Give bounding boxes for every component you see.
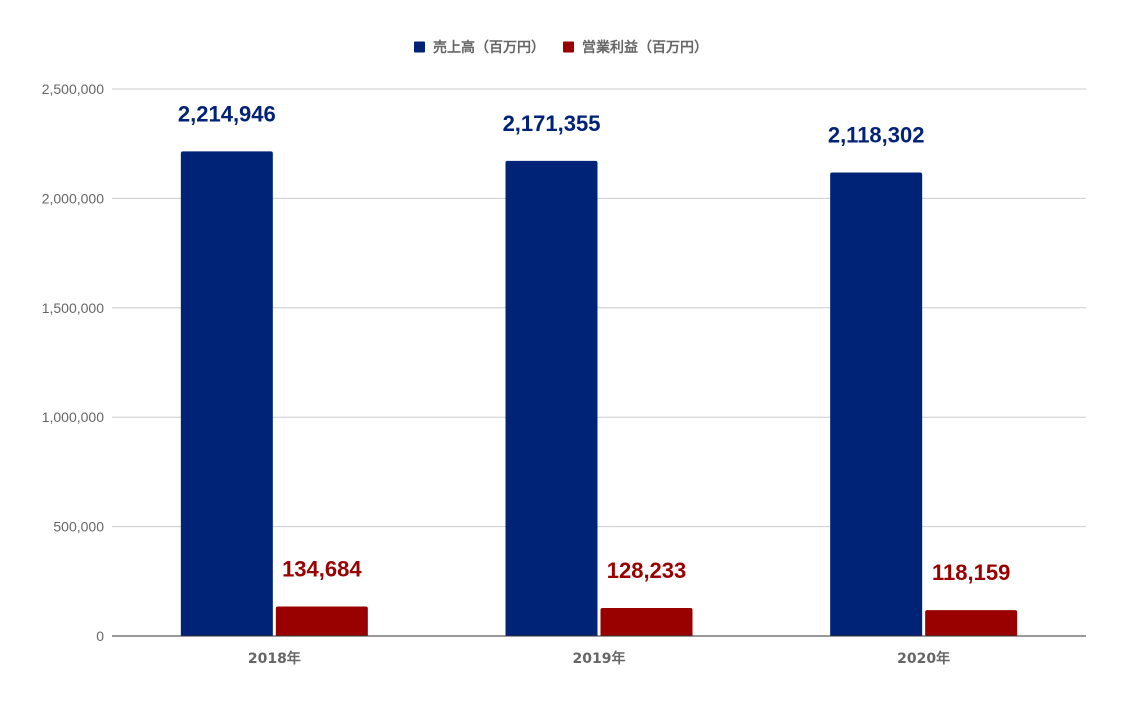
y-tick-label: 2,500,000 [42, 81, 104, 97]
y-tick-label: 1,500,000 [42, 300, 104, 316]
legend-swatch [563, 41, 574, 53]
bars [180, 151, 1018, 637]
legend: 売上高（百万円） 営業利益（百万円） [414, 39, 708, 56]
y-axis-ticks: 0 500,000 1,000,000 1,500,000 2,000,000 2,500… [42, 81, 105, 644]
y-tick-label: 2,000,000 [42, 190, 104, 206]
y-tick-label: 0 [96, 628, 104, 644]
x-axis-ticks: 2018年 2019年 2020年 [248, 650, 950, 667]
x-tick-label: 2020年 [897, 650, 950, 667]
bar-sales-2 [830, 172, 923, 637]
data-label: 2,214,946 [178, 101, 276, 126]
gridlines [112, 88, 1086, 528]
bar-operating-profit-0 [275, 606, 368, 636]
y-tick-label: 500,000 [53, 519, 104, 535]
bar-sales-1 [505, 160, 598, 636]
data-label: 2,171,355 [503, 111, 601, 136]
bar-operating-profit-1 [600, 607, 693, 636]
legend-swatch [414, 41, 425, 53]
y-tick-label: 1,000,000 [42, 409, 104, 425]
x-tick-label: 2019年 [573, 650, 626, 667]
bar-operating-profit-2 [925, 610, 1018, 636]
bar-sales-0 [180, 151, 273, 636]
legend-label: 営業利益（百万円） [582, 39, 708, 56]
data-label: 118,159 [932, 560, 1010, 585]
legend-label: 売上高（百万円） [433, 39, 545, 56]
data-labels: 2,214,946 134,684 2,171,355 128,233 2,118,30… [178, 101, 1010, 585]
data-label: 2,118,302 [828, 123, 925, 148]
data-label: 128,233 [607, 558, 687, 583]
data-label: 134,684 [282, 557, 362, 582]
x-tick-label: 2018年 [248, 650, 301, 667]
